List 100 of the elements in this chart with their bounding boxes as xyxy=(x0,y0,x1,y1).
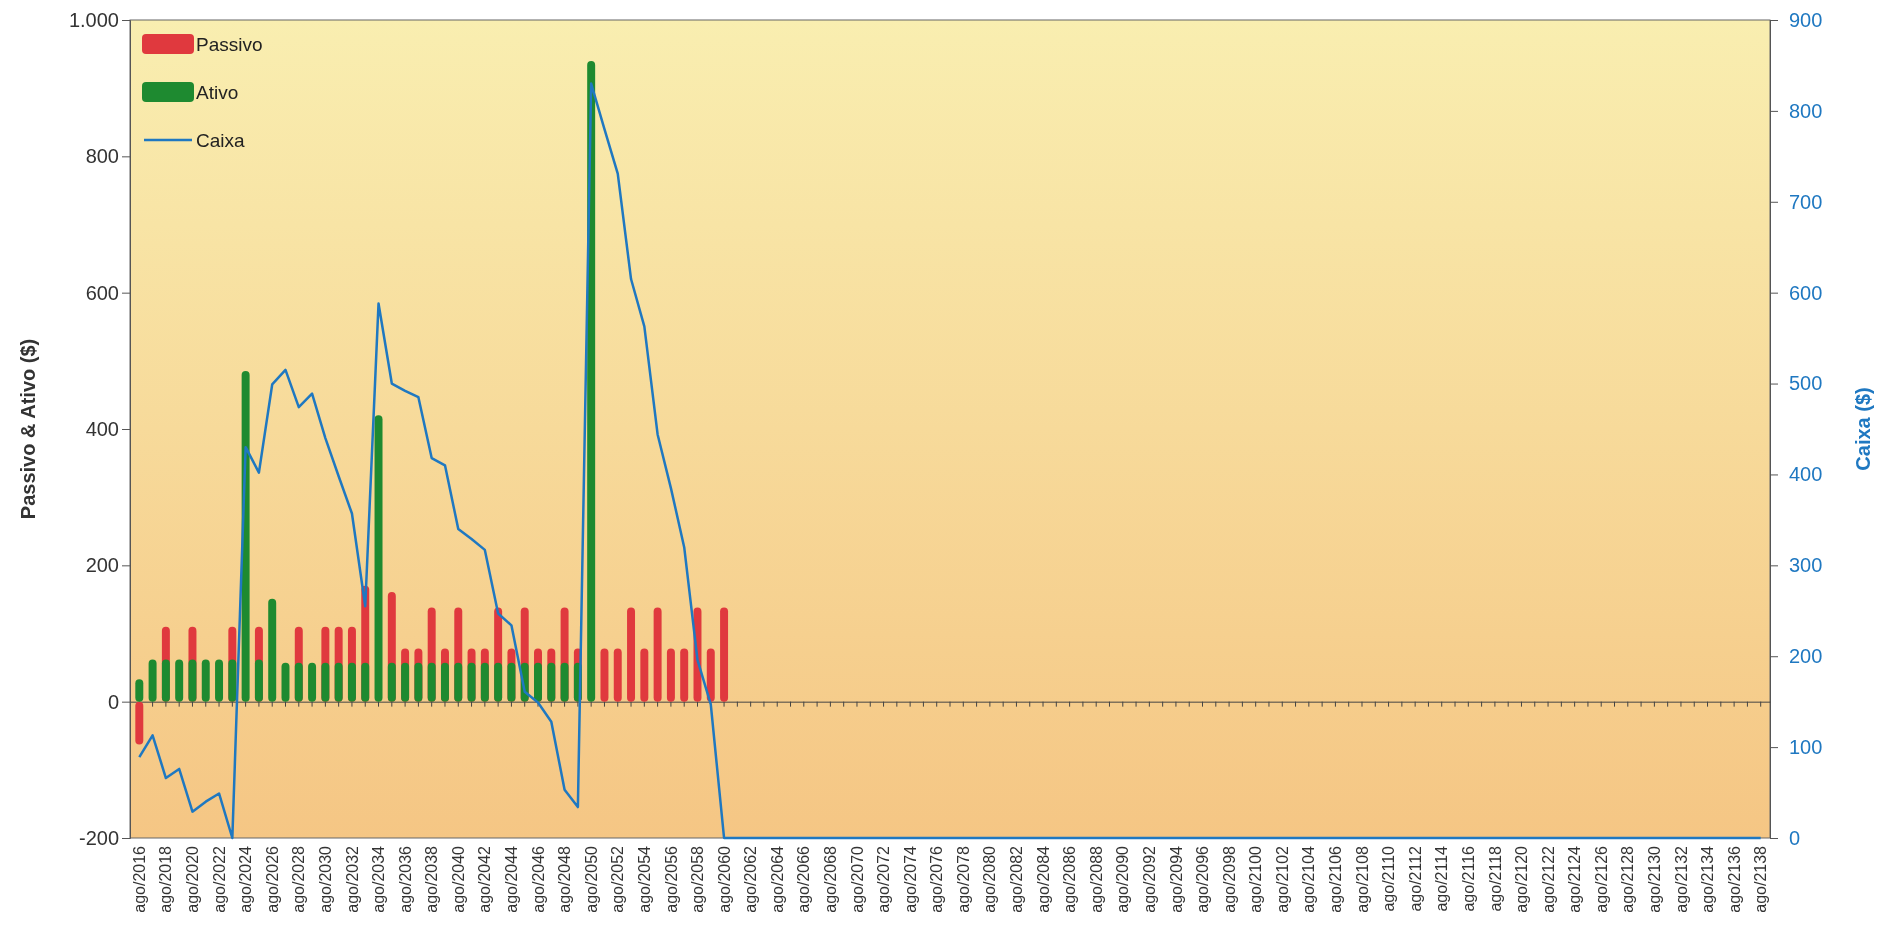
bar xyxy=(175,659,184,702)
y2-tick-label: 0 xyxy=(1789,826,1801,849)
x-tick-label: ago/2044 xyxy=(503,845,521,913)
x-tick-label: ago/2040 xyxy=(449,845,467,913)
x-tick-label: ago/2076 xyxy=(928,845,946,913)
bar xyxy=(268,598,277,702)
y2-tick-label: 700 xyxy=(1789,190,1823,213)
x-tick-label: ago/2052 xyxy=(609,845,627,913)
bar xyxy=(135,701,144,745)
bar xyxy=(627,607,636,702)
x-tick-label: ago/2090 xyxy=(1114,845,1132,913)
y2-tick-label: 100 xyxy=(1789,736,1823,759)
bar xyxy=(161,659,170,702)
legend-label: Ativo xyxy=(196,81,239,103)
bar xyxy=(534,662,542,702)
legend-label: Caixa xyxy=(196,129,246,151)
x-tick-label: ago/2108 xyxy=(1353,845,1371,913)
x-tick-label: ago/2030 xyxy=(316,845,334,913)
y-tick-label: 400 xyxy=(85,417,119,440)
x-tick-label: ago/2122 xyxy=(1539,845,1557,913)
x-tick-label: ago/2028 xyxy=(290,845,308,913)
bar xyxy=(228,659,237,702)
x-tick-label: ago/2050 xyxy=(582,845,600,913)
bar xyxy=(507,662,516,702)
x-tick-label: ago/2054 xyxy=(635,845,653,913)
bar xyxy=(666,648,675,702)
bar xyxy=(640,648,649,702)
bar xyxy=(480,662,489,702)
bar xyxy=(294,662,303,702)
x-tick-label: ago/2104 xyxy=(1300,845,1318,913)
x-tick-label: ago/2118 xyxy=(1486,845,1504,912)
x-tick-label: ago/2080 xyxy=(981,845,999,913)
bar xyxy=(308,662,317,702)
x-tick-label: ago/2022 xyxy=(210,845,228,913)
bar xyxy=(427,662,436,702)
x-tick-label: ago/2112 xyxy=(1406,845,1424,912)
x-tick-label: ago/2126 xyxy=(1592,845,1610,913)
x-tick-label: ago/2134 xyxy=(1699,845,1717,913)
x-tick-label: ago/2110 xyxy=(1380,845,1398,912)
y-axis-title: Passivo & Ativo ($) xyxy=(17,338,39,520)
bar xyxy=(361,662,370,702)
bar xyxy=(600,648,609,702)
bar xyxy=(706,648,715,702)
x-tick-label: ago/2130 xyxy=(1645,845,1663,913)
bar xyxy=(547,662,556,702)
x-tick-label: ago/2026 xyxy=(263,845,281,913)
bar xyxy=(215,659,224,702)
y2-tick-label: 300 xyxy=(1789,554,1823,577)
x-tick-label: ago/2048 xyxy=(556,845,574,913)
x-tick-label: ago/2106 xyxy=(1327,845,1345,913)
x-tick-label: ago/2136 xyxy=(1725,845,1743,913)
x-tick-label: ago/2098 xyxy=(1220,845,1238,913)
bar xyxy=(374,415,383,702)
x-tick-label: ago/2114 xyxy=(1433,845,1451,912)
x-tick-label: ago/2100 xyxy=(1247,845,1265,913)
y2-tick-label: 500 xyxy=(1789,372,1823,395)
y2-tick-label: 400 xyxy=(1789,463,1823,486)
x-tick-label: ago/2102 xyxy=(1273,845,1291,913)
x-tick-label: ago/2056 xyxy=(662,845,680,913)
x-tick-label: ago/2072 xyxy=(875,845,893,913)
x-tick-label: ago/2092 xyxy=(1140,845,1158,913)
bar xyxy=(321,662,330,702)
bar xyxy=(188,659,197,702)
bar xyxy=(494,662,503,702)
bar xyxy=(440,662,449,702)
y-tick-label: 200 xyxy=(85,554,119,577)
x-tick-label: ago/2086 xyxy=(1061,845,1079,913)
x-tick-label: ago/2038 xyxy=(423,845,441,913)
bar xyxy=(135,679,144,702)
x-tick-label: ago/2060 xyxy=(715,845,733,913)
x-tick-label: ago/2032 xyxy=(343,845,361,913)
y-tick-label: 0 xyxy=(107,690,119,713)
x-tick-label: ago/2084 xyxy=(1034,845,1052,913)
line-series xyxy=(138,82,1762,840)
x-tick-label: ago/2088 xyxy=(1087,845,1105,913)
y2-tick-label: 800 xyxy=(1789,99,1823,122)
bar xyxy=(387,662,396,702)
x-tick-label: ago/2034 xyxy=(370,845,388,913)
x-tick-label: ago/2024 xyxy=(237,845,255,913)
bar xyxy=(720,607,729,702)
legend-label: Passivo xyxy=(196,33,263,55)
y2-tick-label: 600 xyxy=(1789,281,1823,304)
x-tick-label: ago/2094 xyxy=(1167,845,1185,913)
x-tick-label: ago/2058 xyxy=(689,845,707,913)
x-tick-label: ago/2128 xyxy=(1619,845,1637,913)
bar xyxy=(347,662,356,702)
y-tick-label: 800 xyxy=(85,145,119,168)
bar xyxy=(254,659,263,702)
bar xyxy=(148,659,157,702)
x-tick-label: ago/2064 xyxy=(768,845,786,913)
x-tick-label: ago/2070 xyxy=(848,845,866,913)
x-tick-label: ago/2078 xyxy=(954,845,972,913)
x-tick-label: ago/2068 xyxy=(821,845,839,913)
x-tick-label: ago/2132 xyxy=(1672,845,1690,913)
y2-tick-label: 200 xyxy=(1789,645,1823,668)
bar xyxy=(201,659,210,702)
x-tick-label: ago/2036 xyxy=(396,845,414,913)
bar xyxy=(560,662,569,702)
x-tick-label: ago/2124 xyxy=(1566,845,1584,913)
x-tick-label: ago/2046 xyxy=(529,845,547,913)
